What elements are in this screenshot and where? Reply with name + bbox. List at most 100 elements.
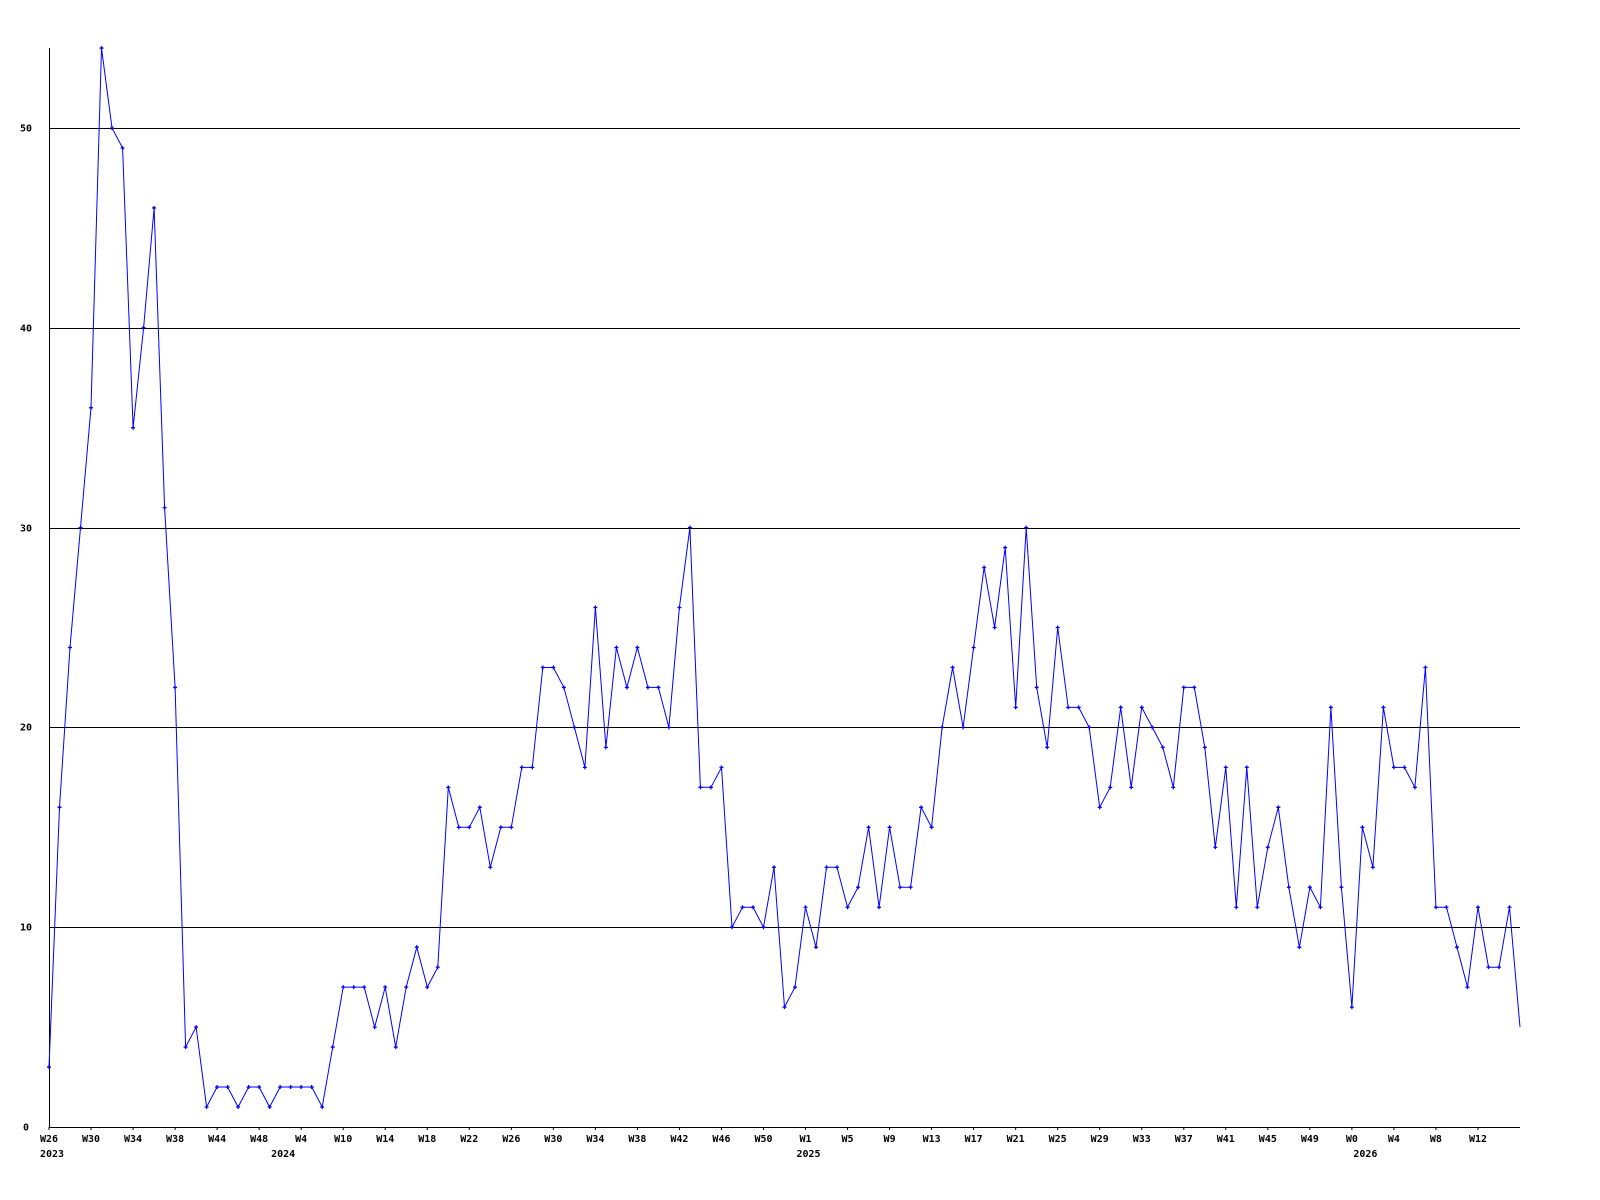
data-point (1129, 785, 1134, 790)
data-point (950, 665, 955, 670)
data-point (1202, 745, 1207, 750)
x-tick-label: W21 (1007, 1134, 1025, 1145)
data-point (929, 825, 934, 830)
data-point (194, 1025, 199, 1030)
x-tick-label: W41 (1217, 1134, 1235, 1145)
y-tick-label: 10 (20, 923, 32, 934)
data-point (393, 1045, 398, 1050)
data-point (47, 1065, 51, 1070)
data-point (666, 725, 671, 730)
data-point (1150, 725, 1155, 730)
data-point (1066, 705, 1071, 710)
data-point (152, 205, 157, 210)
x-tick-label: W0 (1346, 1134, 1358, 1145)
y-tick-label: 40 (20, 324, 32, 335)
data-point (856, 885, 861, 890)
data-point (225, 1085, 230, 1090)
y-tick-label: 50 (20, 124, 32, 135)
data-point (68, 645, 73, 650)
data-point (435, 965, 440, 970)
data-point (603, 745, 608, 750)
data-point (288, 1085, 293, 1090)
data-point (708, 785, 713, 790)
x-tick-label: W1 (799, 1134, 811, 1145)
data-point (404, 985, 409, 990)
data-point (992, 625, 997, 630)
data-point (99, 46, 104, 51)
data-point (204, 1105, 209, 1110)
data-point (687, 525, 692, 530)
data-point (771, 865, 776, 870)
data-point (278, 1085, 283, 1090)
data-point (414, 945, 419, 950)
x-tick-label: W25 (1049, 1134, 1067, 1145)
data-point (488, 865, 493, 870)
x-tick-label: W34 (586, 1134, 604, 1145)
data-point (803, 905, 808, 910)
data-point (1244, 765, 1249, 770)
x-tick-label: W4 (295, 1134, 307, 1145)
y-tick-label: 0 (23, 1123, 29, 1134)
data-point (1045, 745, 1050, 750)
data-point (1055, 625, 1060, 630)
data-point (1118, 705, 1123, 710)
data-point (110, 126, 115, 130)
x-tick-label: W9 (884, 1134, 896, 1145)
data-point (750, 905, 755, 910)
data-point (341, 985, 346, 990)
x-tick-label: W42 (670, 1134, 688, 1145)
data-point (1370, 865, 1375, 870)
data-point (131, 425, 136, 430)
data-point (719, 765, 724, 770)
data-point (519, 765, 524, 770)
data-point (877, 905, 882, 910)
x-axis-ticks: W26 W30 W34 W38 W44 W48 W4 W10 W14 W18 W22 W26 W30 W3… (40, 1127, 1487, 1145)
data-point (246, 1085, 251, 1090)
data-point (299, 1085, 304, 1090)
data-point (1297, 945, 1302, 950)
x-tick-label: W48 (250, 1134, 268, 1145)
data-point (824, 865, 829, 870)
data-point (1097, 805, 1102, 810)
data-point (183, 1045, 188, 1050)
data-point (1265, 845, 1270, 850)
y-tick-label: 20 (20, 723, 32, 734)
data-point (793, 985, 798, 990)
year-label: 2025 (796, 1149, 820, 1160)
x-tick-label: W10 (334, 1134, 352, 1145)
data-point (982, 565, 987, 570)
x-tick-label: W38 (628, 1134, 646, 1145)
data-point (1360, 825, 1365, 830)
year-label: 2026 (1353, 1149, 1377, 1160)
data-point (540, 665, 545, 670)
data-point (141, 325, 146, 330)
x-tick-label: W18 (418, 1134, 436, 1145)
data-point (635, 645, 640, 650)
data-point (677, 605, 682, 610)
data-point (1108, 785, 1113, 790)
data-point (551, 665, 556, 670)
data-point (845, 905, 850, 910)
data-point (362, 985, 367, 990)
year-label: 2023 (40, 1149, 64, 1160)
data-point (656, 685, 661, 690)
data-point (1171, 785, 1176, 790)
data-point (236, 1105, 241, 1110)
data-point (467, 825, 472, 830)
data-point (1076, 705, 1081, 710)
x-tick-label: W50 (754, 1134, 772, 1145)
data-point (887, 825, 892, 830)
data-point (1465, 985, 1470, 990)
data-point (1486, 965, 1491, 970)
data-point (267, 1105, 272, 1110)
data-point (919, 805, 924, 810)
data-point (1402, 765, 1407, 770)
data-point (162, 505, 167, 510)
x-tick-label: W44 (208, 1134, 226, 1145)
x-tick-label: W8 (1430, 1134, 1442, 1145)
data-point (1423, 665, 1428, 670)
data-point (782, 1005, 787, 1010)
data-point (1339, 885, 1344, 890)
data-point (351, 985, 356, 990)
